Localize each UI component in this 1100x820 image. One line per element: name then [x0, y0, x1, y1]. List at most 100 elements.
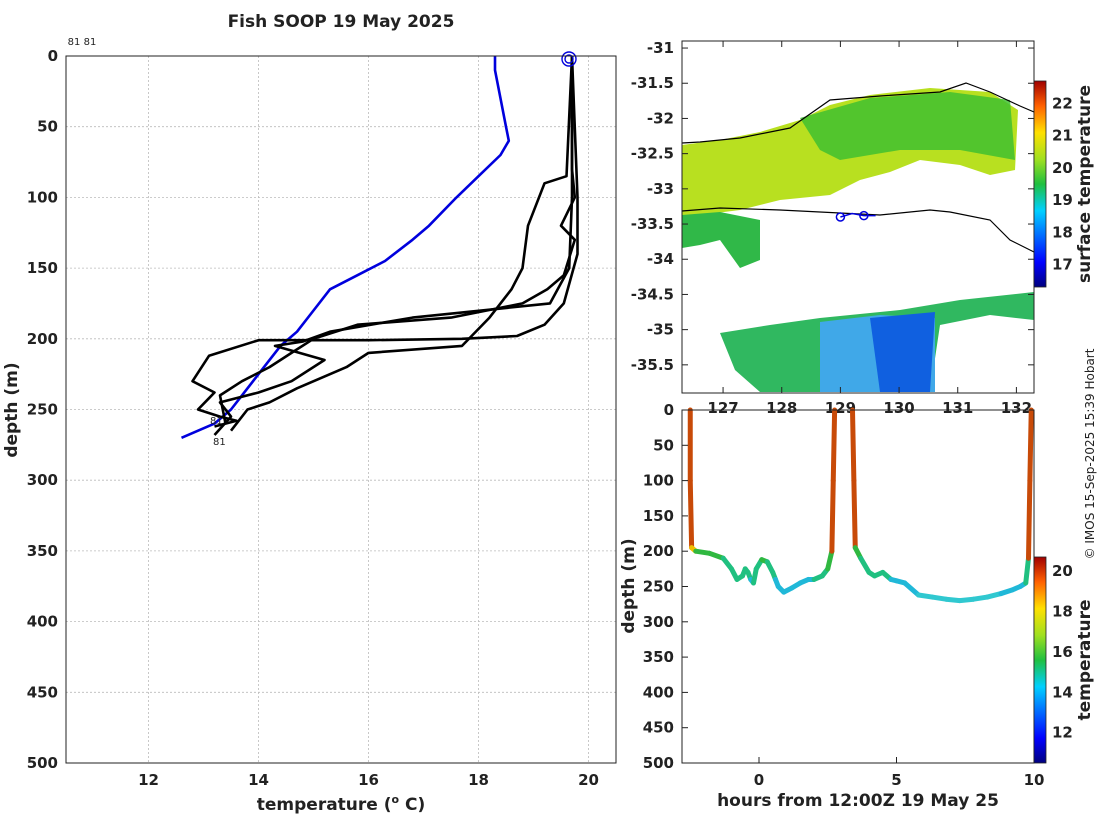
x-tick-label: 12	[138, 771, 159, 789]
y-tick-label: 350	[643, 648, 674, 666]
profile-annotation-2: 81	[213, 437, 226, 448]
profile-series	[180, 51, 579, 439]
y-tick-label: 50	[37, 118, 58, 136]
colorbar-tick-label: 14	[1052, 683, 1073, 701]
track-segment	[1027, 407, 1034, 484]
watermark: © IMOS 15-Sep-2025 15:39 Hobart	[1083, 348, 1097, 559]
sst-green-region	[800, 92, 1015, 160]
y-tick-label: 350	[27, 542, 58, 560]
track-segment	[830, 407, 838, 484]
profile-grid	[66, 55, 616, 764]
ship-position-marker	[835, 212, 846, 222]
ship-track-line	[840, 212, 876, 218]
x-tick-label: 14	[248, 771, 269, 789]
lat-tick-label: -35	[647, 321, 674, 339]
series-line-profile-a	[213, 56, 574, 436]
colorbar-tick-label: 20	[1052, 562, 1073, 580]
colorbar-tick-label: 22	[1052, 95, 1073, 113]
x-tick-label: 18	[468, 771, 489, 789]
temperature-colorbar	[1033, 556, 1047, 764]
y-tick-label: 450	[27, 683, 58, 701]
lat-tick-label: -34.5	[631, 285, 674, 303]
y-tick-label: 500	[643, 754, 674, 772]
sst-map-ticks: -31 -31.5 -32 -32.5 -33 -33.5 -34 -34.5 -35 -35.5…	[631, 39, 1034, 417]
profile-annotation-1: 81	[210, 416, 223, 427]
profile-annotation-top: 81 81	[68, 37, 97, 48]
track-segment	[825, 548, 835, 572]
colorbar-tick-label: 20	[1052, 159, 1073, 177]
sst-cold-region	[870, 312, 935, 392]
coastline-north	[682, 82, 1034, 144]
x-tick-label: 20	[578, 771, 599, 789]
profile-frame	[65, 55, 617, 764]
sst-colorbar	[1033, 80, 1047, 288]
colorbar-tick-label: 19	[1052, 191, 1073, 209]
temperature-colorbar-ticks: 12 14 16 18 20	[1052, 562, 1073, 742]
series-line-profile-c	[229, 55, 574, 432]
time-depth-frame	[681, 409, 1035, 764]
colorbar-tick-label: 16	[1052, 643, 1073, 661]
temperature-colorbar-label: temperature	[1075, 599, 1095, 720]
lon-tick-label: 132	[1001, 399, 1032, 417]
y-tick-label: 500	[27, 754, 58, 772]
colorbar-tick-label: 21	[1052, 127, 1073, 145]
track-segment	[850, 407, 857, 484]
coastline-south	[682, 207, 1034, 253]
track-segment	[902, 580, 921, 598]
profile-y-axis-label: depth (m)	[2, 362, 22, 457]
series-line-climatology	[180, 56, 511, 439]
y-tick-label: 150	[643, 507, 674, 525]
y-tick-label: 100	[27, 188, 58, 206]
track-segment	[1023, 555, 1031, 586]
time-depth-x-axis-label: hours from 12:00Z 19 May 25	[717, 791, 999, 811]
y-tick-label: 0	[664, 401, 674, 419]
x-tick-label: 5	[891, 771, 901, 789]
x-tick-label: 16	[358, 771, 379, 789]
track-segment	[858, 555, 872, 575]
lat-tick-label: -32	[647, 109, 674, 127]
sst-map-field	[682, 82, 1034, 392]
surface-marker-outer	[561, 51, 577, 67]
y-tick-label: 50	[653, 436, 674, 454]
series-line-profile-b	[218, 56, 577, 424]
profile-x-axis-label: temperature (o C)	[257, 793, 426, 815]
lon-tick-label: 131	[942, 399, 973, 417]
x-tick-label: 10	[1024, 771, 1045, 789]
y-tick-label: 400	[643, 683, 674, 701]
track-segment	[1026, 478, 1033, 561]
track-segment	[687, 478, 695, 551]
y-tick-label: 100	[643, 472, 674, 490]
colorbar-tick-label: 18	[1052, 603, 1073, 621]
lon-tick-label: 128	[766, 399, 797, 417]
series-line-profile-d	[191, 55, 579, 428]
sst-colorbar-ticks: 17 18 19 20 21 22	[1052, 95, 1073, 274]
y-tick-label: 150	[27, 259, 58, 277]
y-tick-label: 300	[27, 471, 58, 489]
ship-position-marker	[859, 210, 869, 221]
track-segment	[851, 478, 858, 551]
y-tick-label: 300	[643, 613, 674, 631]
colorbar-tick-label: 17	[1052, 255, 1073, 273]
lat-tick-label: -31	[647, 39, 674, 57]
y-tick-label: 200	[27, 330, 58, 348]
lon-tick-label: 127	[707, 399, 738, 417]
colorbar-tick-label: 12	[1052, 724, 1073, 742]
lon-tick-label: 130	[883, 399, 914, 417]
lat-tick-label: -32.5	[631, 145, 674, 163]
y-tick-label: 250	[27, 401, 58, 419]
chart-title: Fish SOOP 19 May 2025	[228, 12, 455, 32]
y-tick-label: 200	[643, 542, 674, 560]
lat-tick-label: -33	[647, 180, 674, 198]
lat-tick-label: -34	[647, 250, 674, 268]
sst-coastal-region	[682, 212, 760, 268]
lat-tick-label: -35.5	[631, 356, 674, 374]
colorbar-tick-label: 18	[1052, 223, 1073, 241]
track-segment	[829, 478, 836, 554]
ship-track	[835, 210, 876, 222]
y-tick-label: 400	[27, 613, 58, 631]
y-tick-label: 250	[643, 578, 674, 596]
x-tick-label: 0	[754, 771, 764, 789]
